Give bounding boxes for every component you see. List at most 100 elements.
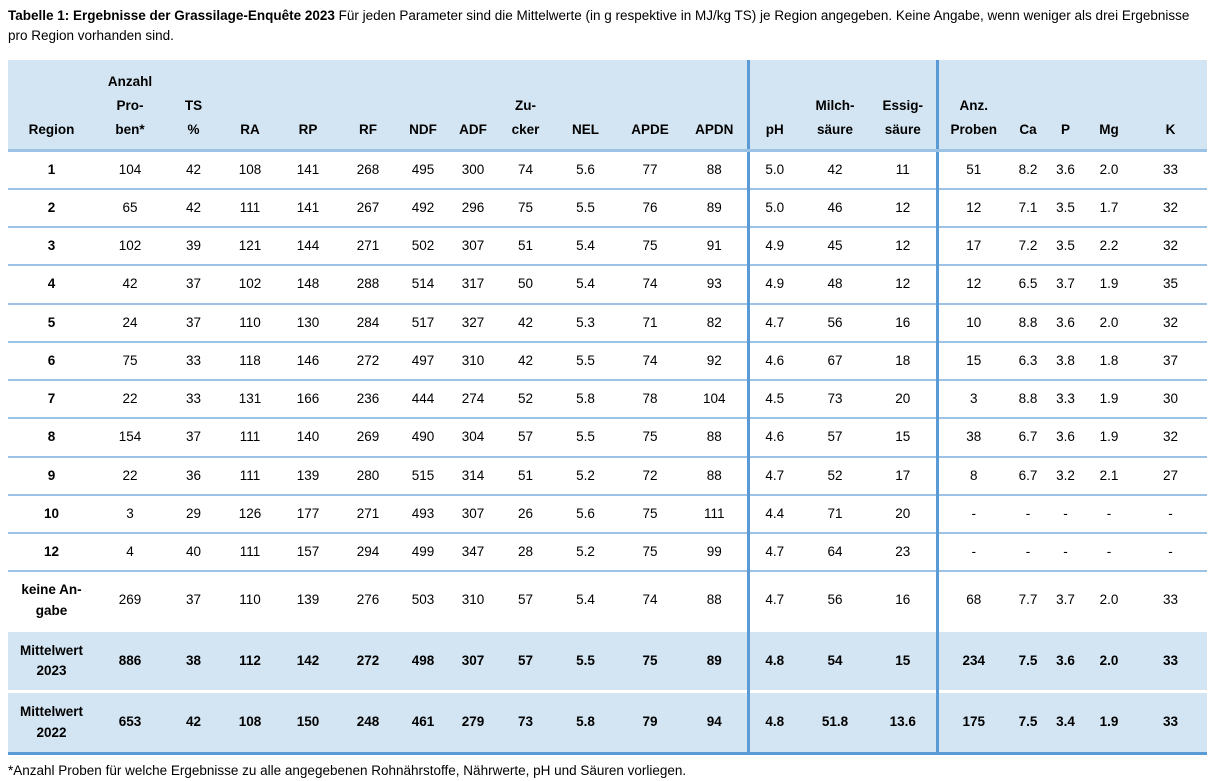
cell-milchsaeure: 57 (800, 418, 870, 458)
cell-anzahl-proben: 653 (95, 690, 165, 755)
cell-apdn: 93 (682, 265, 748, 305)
cell-apdn: 82 (682, 303, 748, 343)
table-row: 4 42 37 102 148 288 514 317 50 5.4 74 93 4.9 48 12 12 6… (8, 265, 1207, 305)
cell-mg: - (1084, 494, 1134, 535)
cell-rf: 272 (338, 341, 398, 382)
cell-p: - (1047, 494, 1084, 535)
column-header-apde: APDE (618, 59, 682, 152)
cell-essigsaeure: 20 (870, 380, 937, 420)
column-header-ndf: NDF (398, 59, 448, 152)
cell-adf: 317 (448, 265, 498, 305)
cell-rp: 157 (278, 533, 338, 573)
row-label: 5 (8, 303, 95, 343)
cell-apdn: 99 (682, 533, 748, 573)
cell-apde: 74 (618, 265, 682, 305)
cell-nel: 5.6 (553, 494, 618, 535)
cell-k: - (1134, 494, 1207, 535)
cell-anz-proben: - (935, 533, 1009, 573)
cell-ph: 4.7 (746, 303, 800, 343)
cell-rp: 139 (278, 456, 338, 496)
cell-anzahl-proben: 104 (95, 150, 165, 190)
cell-k: 37 (1134, 341, 1207, 382)
cell-essigsaeure: 13.6 (870, 690, 937, 755)
cell-milchsaeure: 48 (800, 265, 870, 305)
cell-rf: 268 (338, 150, 398, 190)
cell-apdn: 88 (682, 418, 748, 458)
cell-nel: 5.3 (553, 303, 618, 343)
cell-essigsaeure: 20 (870, 494, 937, 535)
cell-anz-proben: 12 (935, 188, 1009, 229)
cell-essigsaeure: 18 (870, 341, 937, 382)
cell-anzahl-proben: 24 (95, 303, 165, 343)
cell-ca: 8.8 (1009, 303, 1047, 343)
row-label: Mittelwert 2022 (8, 690, 95, 755)
cell-ph: 4.8 (746, 690, 800, 755)
cell-ndf: 499 (398, 533, 448, 573)
cell-zucker: 75 (498, 188, 553, 229)
cell-milchsaeure: 46 (800, 188, 870, 229)
table-caption-description: Für jeden Parameter sind die Mittelwerte… (8, 8, 1190, 44)
cell-anzahl-proben: 42 (95, 265, 165, 305)
cell-mg: 2.0 (1084, 303, 1134, 343)
cell-ra: 102 (222, 265, 278, 305)
cell-ts: 39 (165, 227, 222, 267)
cell-anz-proben: 15 (935, 341, 1009, 382)
cell-p: 3.3 (1047, 380, 1084, 420)
cell-nel: 5.6 (553, 150, 618, 190)
cell-rf: 284 (338, 303, 398, 343)
cell-p: 3.6 (1047, 628, 1084, 692)
cell-ra: 108 (222, 690, 278, 755)
cell-p: 3.7 (1047, 571, 1084, 632)
column-header-rp: RP (278, 59, 338, 152)
cell-mg: 1.7 (1084, 188, 1134, 229)
cell-milchsaeure: 45 (800, 227, 870, 267)
cell-ts: 33 (165, 380, 222, 420)
cell-essigsaeure: 15 (870, 418, 937, 458)
column-header-essigsaeure: Essig- säure (870, 59, 937, 152)
cell-ph: 5.0 (746, 188, 800, 229)
cell-apde: 76 (618, 188, 682, 229)
cell-nel: 5.2 (553, 533, 618, 573)
grassilage-results-table: Region Anzahl Pro- ben* TS % RA RP RF ND… (8, 59, 1207, 755)
cell-k: 30 (1134, 380, 1207, 420)
cell-anz-proben: 38 (935, 418, 1009, 458)
cell-ts: 40 (165, 533, 222, 573)
cell-zucker: 52 (498, 380, 553, 420)
column-header-ca: Ca (1009, 59, 1047, 152)
cell-zucker: 57 (498, 628, 553, 692)
cell-apde: 75 (618, 494, 682, 535)
cell-rp: 139 (278, 571, 338, 632)
cell-milchsaeure: 56 (800, 303, 870, 343)
table-row: keine An- gabe 269 37 110 139 276 503 310 57 5.4… (8, 571, 1207, 632)
cell-apde: 74 (618, 341, 682, 382)
cell-ra: 111 (222, 533, 278, 573)
cell-rp: 142 (278, 628, 338, 692)
cell-ra: 108 (222, 150, 278, 190)
cell-p: 3.4 (1047, 690, 1084, 755)
cell-ca: 6.5 (1009, 265, 1047, 305)
cell-anzahl-proben: 22 (95, 380, 165, 420)
footnote: *Anzahl Proben für welche Ergebnisse zu … (8, 762, 687, 778)
cell-ts: 42 (165, 150, 222, 190)
cell-k: 32 (1134, 418, 1207, 458)
row-label: keine An- gabe (8, 571, 95, 632)
table-caption: Tabelle 1: Ergebnisse der Grassilage-Enq… (8, 6, 1207, 47)
cell-adf: 296 (448, 188, 498, 229)
cell-ndf: 495 (398, 150, 448, 190)
row-label: 7 (8, 380, 95, 420)
cell-p: 3.5 (1047, 188, 1084, 229)
cell-rp: 148 (278, 265, 338, 305)
column-header-milchsaeure: Milch- säure (800, 59, 870, 152)
cell-nel: 5.8 (553, 380, 618, 420)
cell-rf: 267 (338, 188, 398, 229)
cell-ca: 8.8 (1009, 380, 1047, 420)
cell-milchsaeure: 54 (800, 628, 870, 692)
cell-zucker: 73 (498, 690, 553, 755)
cell-ts: 37 (165, 571, 222, 632)
cell-nel: 5.8 (553, 690, 618, 755)
cell-anz-proben: 12 (935, 265, 1009, 305)
cell-ts: 37 (165, 303, 222, 343)
cell-rp: 166 (278, 380, 338, 420)
cell-apde: 72 (618, 456, 682, 496)
cell-ca: 7.2 (1009, 227, 1047, 267)
